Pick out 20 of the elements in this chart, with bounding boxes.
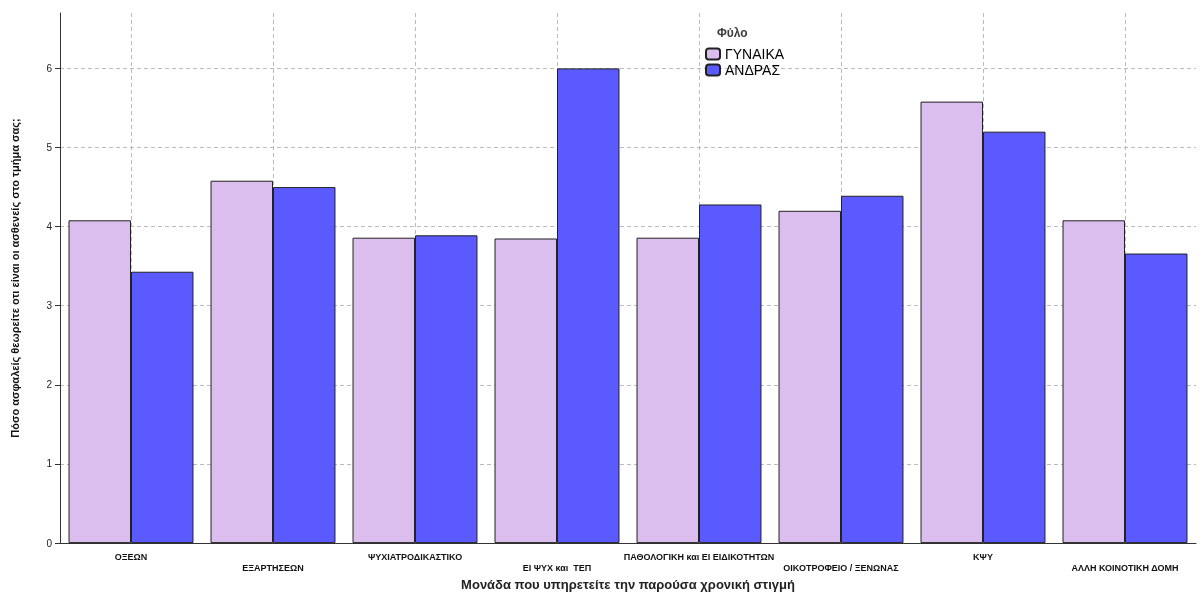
x-tick-label: ΟΞΕΩΝ (114, 551, 148, 562)
y-tick-label: 1 (46, 458, 53, 470)
x-axis-title: Μονάδα που υπηρετείτε την παρούσα χρονική στιγμή (461, 577, 795, 592)
y-axis-title: Πόσο ασφαλείς θεωρείτε οτι είναι οι ασθενείς στο τμήμα σας; (8, 118, 22, 438)
y-tick-label: 0 (46, 537, 53, 549)
x-tick-label: ΕΙ ΨΥΧ και ΤΕΠ (522, 562, 592, 573)
legend-title: Φύλο (717, 26, 748, 40)
x-tick-label: ΠΑΘΟΛΟΓΙΚΗ και ΕΙ ΕΙΔΙΚΟΤΗΤΩΝ (623, 551, 775, 562)
x-tick-label: ΟΙΚΟΤΡΟΦΕΙΟ / ΞΕΝΩΝΑΣ (783, 562, 900, 573)
legend-label: ΓΥΝΑΙΚΑ (725, 46, 785, 62)
y-tick-label: 3 (46, 300, 53, 312)
x-tick-label: ΕΞΑΡΤΗΣΕΩΝ (242, 562, 304, 573)
x-tick-label: ΑΛΛΗ ΚΟΙΝΟΤΙΚΗ ΔΟΜΗ (1071, 562, 1179, 573)
y-tick-label: 4 (46, 221, 53, 233)
x-tick-label: ΚΨΥ (973, 551, 993, 562)
y-tick-label: 5 (46, 142, 53, 153)
legend-label: ΑΝΔΡΑΣ (725, 62, 781, 78)
x-tick-label: ΨΥΧΙΑΤΡΟΔΙΚΑΣΤΙΚΟ (367, 551, 463, 562)
y-tick-label: 6 (46, 62, 53, 74)
y-tick-label: 2 (46, 379, 53, 391)
